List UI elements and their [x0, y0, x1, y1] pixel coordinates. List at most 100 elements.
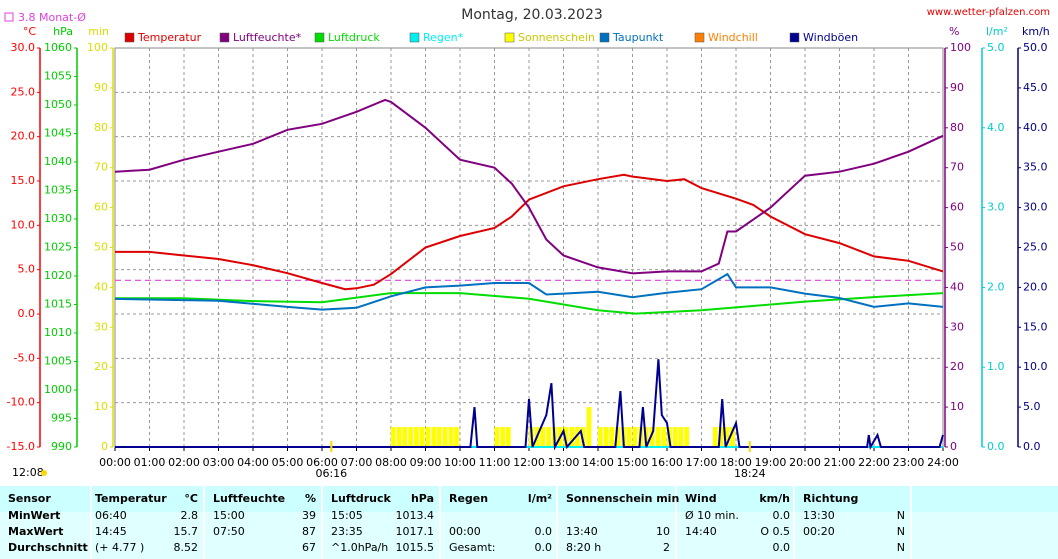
table-header: Sonnenschein min [566, 492, 679, 505]
sunshine-bar [730, 427, 735, 447]
table-cell: 00:20 [803, 525, 835, 538]
sunshine-bar [609, 427, 615, 447]
y-tick-label: 2.0 [987, 280, 1005, 293]
x-tick-label: 12:00 [513, 456, 545, 469]
y-tick-label: 0 [101, 440, 108, 453]
x-tick-label: 10:00 [444, 456, 476, 469]
y-tick-label: 1000 [44, 383, 72, 396]
table-cell: 00:00 [449, 525, 481, 538]
y-tick-label: 60 [94, 201, 108, 214]
y-tick-label: 20.0 [1023, 280, 1048, 293]
y-tick-label: 70 [950, 161, 964, 174]
legend-label: Windchill [708, 31, 758, 44]
table-header: Regen [449, 492, 488, 505]
table-cell: MaxWert [8, 525, 63, 538]
table-header: °C [184, 492, 198, 505]
table-header: Luftdruck [331, 492, 392, 505]
x-tick-label: 17:00 [686, 456, 718, 469]
table-header: Sensor [8, 492, 51, 505]
table-cell: 23:35 [331, 525, 363, 538]
table-cell: 15:00 [213, 509, 245, 522]
y-tick-label: 1015 [44, 298, 72, 311]
table-cell: O 0.5 [760, 525, 790, 538]
axis-label: °C [23, 25, 37, 38]
sunshine-bar [391, 427, 396, 447]
table-cell: 14:40 [685, 525, 717, 538]
table-header: Richtung [803, 492, 858, 505]
y-tick-label: 20.0 [11, 130, 36, 143]
y-tick-label: -5.0 [14, 351, 35, 364]
sunshine-bar [718, 427, 724, 447]
sunshine-bar [598, 427, 603, 447]
x-tick-label: 06:00 [306, 456, 338, 469]
y-tick-label: 1025 [44, 241, 72, 254]
x-tick-label: 22:00 [858, 456, 890, 469]
series-line [114, 272, 944, 311]
sunshine-bar [649, 427, 655, 447]
y-tick-label: 1040 [44, 155, 72, 168]
site-url: www.wetter-pfalzen.com [927, 7, 1050, 18]
legend-swatch [694, 32, 705, 43]
table-cell: (+ 4.77 ) [95, 541, 144, 554]
axis-label: min [88, 25, 109, 38]
y-tick-label: 90 [950, 81, 964, 94]
y-tick-label: 80 [950, 121, 964, 134]
x-tick-label: 08:00 [375, 456, 407, 469]
sunshine-bar [500, 427, 506, 447]
table-cell: 1015.5 [396, 541, 435, 554]
sunshine-bar [626, 427, 632, 447]
legend-label: Regen* [423, 31, 464, 44]
y-tick-label: 15.0 [11, 174, 36, 187]
y-tick-label: 995 [51, 412, 72, 425]
table-cell: ^1.0hPa/h [331, 541, 388, 554]
y-tick-label: 40 [94, 280, 108, 293]
day-length: 12:08 [12, 466, 44, 479]
sunshine-bar [724, 427, 730, 447]
y-tick-label: 45.0 [1023, 81, 1048, 94]
sunshine-bar [569, 427, 575, 447]
y-tick-label: 4.0 [987, 121, 1005, 134]
table-cell: 1017.1 [396, 525, 435, 538]
table-cell: 07:50 [213, 525, 245, 538]
sunshine-bar [563, 427, 569, 447]
axis-label: l/m² [986, 25, 1008, 38]
y-tick-label: 1030 [44, 212, 72, 225]
table-cell: 0.0 [773, 541, 791, 554]
y-tick-label: 70 [94, 161, 108, 174]
sunshine-bar [431, 427, 437, 447]
sun-icon [41, 470, 47, 476]
y-tick-label: 1035 [44, 184, 72, 197]
legend-label: Luftfeuchte* [233, 31, 302, 44]
avg-legend: 3.8 Monat-Ø [18, 11, 86, 24]
table-cell: 2 [663, 541, 670, 554]
y-tick-label: 50 [94, 241, 108, 254]
y-tick-label: 40.0 [1023, 121, 1048, 134]
table-cell: 87 [302, 525, 316, 538]
y-tick-label: 90 [94, 81, 108, 94]
x-tick-label: 19:00 [755, 456, 787, 469]
x-tick-label: 01:00 [134, 456, 166, 469]
series-line [115, 359, 944, 451]
legend-swatch [409, 32, 420, 43]
table-cell: 06:40 [95, 509, 127, 522]
series-line [115, 173, 944, 291]
sunshine-bar [425, 427, 431, 447]
series-line [115, 292, 944, 315]
x-tick-label: 09:00 [410, 456, 442, 469]
legend-label: Taupunkt [612, 31, 664, 44]
table-cell: 1013.4 [396, 509, 435, 522]
x-tick-label: 24:00 [927, 456, 959, 469]
sunshine-bar [661, 427, 666, 447]
y-tick-label: 80 [94, 121, 108, 134]
x-tick-label: 21:00 [824, 456, 856, 469]
y-tick-label: 10.0 [11, 218, 36, 231]
table-header: Luftfeuchte [213, 492, 285, 505]
sunshine-bar [580, 427, 586, 447]
table-cell: 0.0 [773, 509, 791, 522]
y-tick-label: 20 [94, 360, 108, 373]
y-tick-label: 50.0 [1023, 41, 1048, 54]
y-tick-label: 10.0 [1023, 360, 1048, 373]
y-tick-label: 1005 [44, 355, 72, 368]
legend-label: Windböen [803, 31, 858, 44]
